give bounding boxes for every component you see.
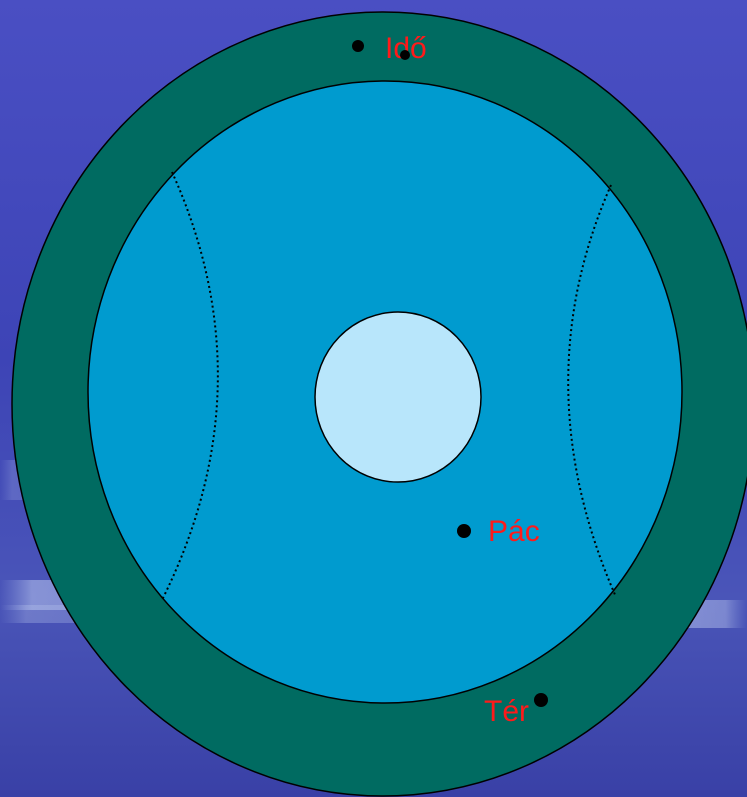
pac-label: Pác: [488, 515, 540, 548]
ido-label: Idő: [385, 32, 427, 65]
pac-point-marker: [457, 524, 471, 538]
ter-label: Tér: [484, 695, 529, 728]
ter-point-marker: [534, 693, 548, 707]
center-disc: [314, 311, 482, 483]
ido-point-marker-secondary: [400, 50, 410, 60]
ido-point-marker: [352, 40, 364, 52]
